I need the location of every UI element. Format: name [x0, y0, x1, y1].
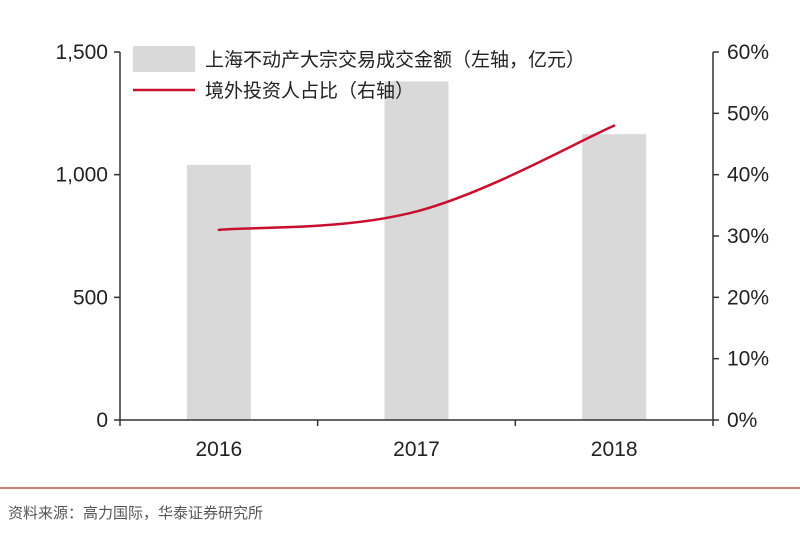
bar-2018	[582, 134, 647, 421]
left-tick-label: 1,000	[55, 164, 108, 187]
bar-2016	[186, 164, 251, 420]
bar-2017	[384, 81, 449, 420]
x-tick-label: 2017	[393, 438, 440, 461]
legend-label-bar: 上海不动产大宗交易成交金额（左轴，亿元）	[205, 49, 585, 71]
right-tick-label: 20%	[727, 286, 769, 309]
legend-swatch-bar	[133, 46, 195, 72]
left-tick-label: 500	[73, 286, 108, 309]
axes	[114, 51, 719, 426]
right-tick-label: 0%	[727, 409, 757, 432]
right-tick-label: 30%	[727, 225, 769, 248]
x-tick-label: 2016	[195, 438, 242, 461]
legend: 上海不动产大宗交易成交金额（左轴，亿元） 境外投资人占比（右轴）	[133, 46, 585, 102]
right-tick-label: 60%	[727, 41, 769, 64]
right-tick-label: 10%	[727, 348, 769, 371]
bar-series	[186, 81, 647, 421]
right-tick-label: 40%	[727, 164, 769, 187]
right-tick-label: 50%	[727, 102, 769, 125]
x-tick-label: 2018	[591, 438, 638, 461]
source-note: 资料来源：高力国际，华泰证券研究所	[8, 504, 263, 522]
left-tick-label: 1,500	[55, 41, 108, 64]
tick-labels: 0 500 1,000 1,500 0% 10% 20% 30% 40% 50% 60% 2016 20…	[55, 41, 769, 461]
left-tick-label: 0	[96, 409, 108, 432]
legend-label-line: 境外投资人占比（右轴）	[205, 80, 414, 102]
line-series	[217, 124, 616, 232]
